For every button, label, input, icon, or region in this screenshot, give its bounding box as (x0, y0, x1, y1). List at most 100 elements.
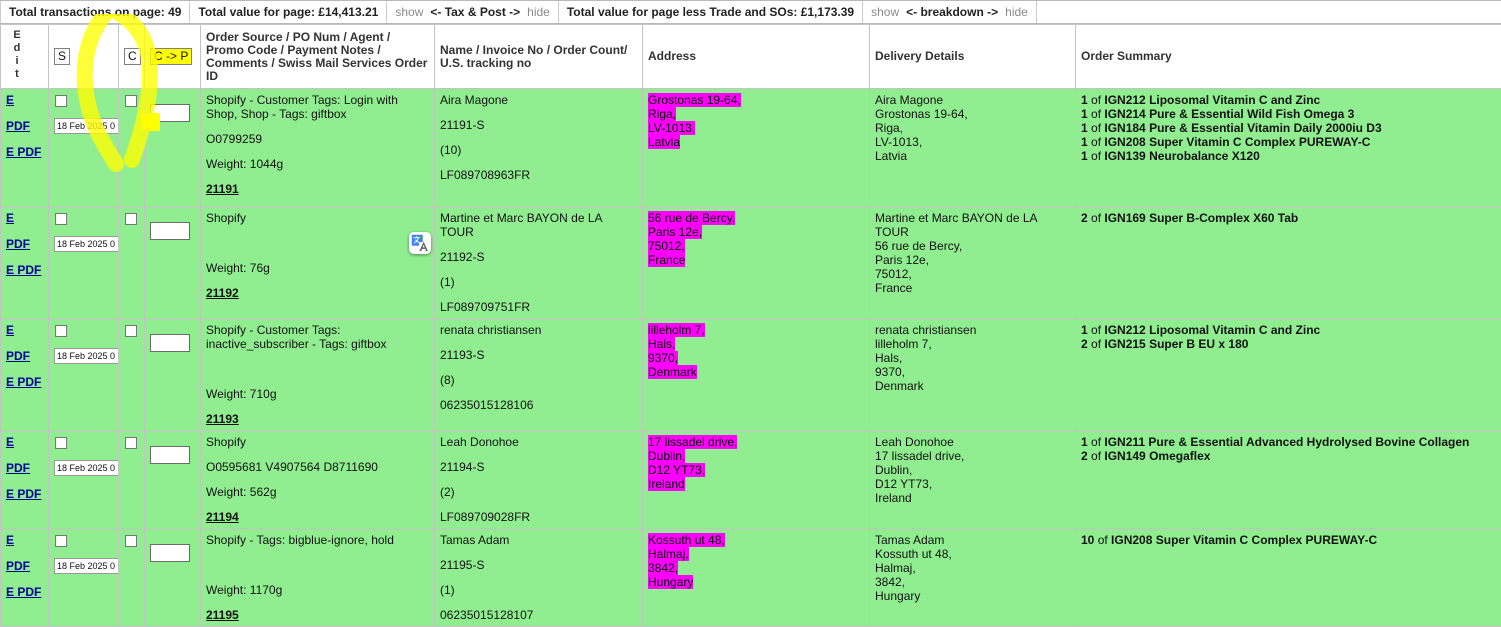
c-to-p-input[interactable] (150, 334, 190, 352)
delivery-line: 9370, (875, 365, 1070, 379)
header-order-source-label: Order Source / PO Num / Agent / Promo Co… (206, 30, 427, 83)
customer-name: renata christiansen (440, 323, 637, 337)
orders-table-head: Edit S C C -> P Order Source / PO Num / … (1, 25, 1501, 89)
order-source-invoice-link[interactable]: 21193 (206, 412, 429, 426)
tax-post-hide-link[interactable]: hide (527, 5, 550, 19)
c-to-p-input[interactable] (150, 222, 190, 240)
address-line-text: 3842, (648, 561, 678, 575)
order-source-tags: Shopify - Customer Tags: Login with Shop… (206, 93, 429, 121)
confirmed-cell (119, 319, 145, 431)
order-summary-qty: 2 (1081, 211, 1088, 225)
order-source-cell: Shopify - Tags: bigblue-ignore, hold Wei… (201, 529, 435, 627)
row-pdf-link[interactable]: PDF (6, 559, 43, 573)
address-line-text: 75012, (648, 239, 685, 253)
order-source-weight: Weight: 710g (206, 387, 429, 401)
row-edit-link[interactable]: E (6, 435, 43, 449)
order-source-invoice-link[interactable]: 21195 (206, 608, 429, 622)
shipped-date-input[interactable]: 18 Feb 2025 0 (54, 460, 124, 476)
c-to-p-input[interactable] (150, 446, 190, 464)
header-s-label[interactable]: S (54, 48, 70, 65)
status-checkbox[interactable] (55, 437, 67, 449)
order-summary-qty: 2 (1081, 449, 1088, 463)
breakdown-show-link[interactable]: show (871, 5, 899, 19)
total-value-less-trade-cell: Total value for page less Trade and SOs:… (559, 1, 863, 23)
order-source-po-num: O0799259 (206, 132, 429, 146)
address-line: 3842, (648, 561, 864, 575)
shipped-date-input[interactable]: 18 Feb 2025 0 (54, 236, 124, 252)
header-address: Address (643, 25, 870, 89)
status-checkbox[interactable] (55, 535, 67, 547)
confirmed-checkbox[interactable] (125, 437, 137, 449)
order-summary-of: of (1088, 107, 1105, 121)
order-source-po-spacer (206, 236, 429, 250)
order-summary-qty: 1 (1081, 435, 1088, 449)
total-value-label: Total value for page: £14,413.21 (198, 5, 378, 19)
row-edit-link[interactable]: E (6, 93, 43, 107)
row-pdf-link[interactable]: PDF (6, 461, 43, 475)
shipped-date-input[interactable]: 18 Feb 2025 0 (54, 348, 124, 364)
order-summary-line: 2 of IGN215 Super B EU x 180 (1081, 337, 1501, 351)
status-checkbox[interactable] (55, 213, 67, 225)
order-source-invoice-link[interactable]: 21194 (206, 510, 429, 524)
order-source-invoice-link[interactable]: 21191 (206, 182, 429, 196)
header-cp-label[interactable]: C -> P (150, 48, 192, 65)
order-summary-line: 10 of IGN208 Super Vitamin C Complex PUR… (1081, 533, 1501, 547)
address-line-text: LV-1013, (648, 121, 695, 135)
row-edit-link[interactable]: E (6, 211, 43, 225)
header-edit-label: Edit (12, 29, 22, 81)
order-source-po-spacer (206, 558, 429, 572)
row-e-pdf-link[interactable]: E PDF (6, 263, 43, 277)
row-e-pdf-link[interactable]: E PDF (6, 375, 43, 389)
order-summary-line: 2 of IGN169 Super B-Complex X60 Tab (1081, 211, 1501, 225)
c-to-p-input[interactable] (150, 104, 190, 122)
orders-table: Edit S C C -> P Order Source / PO Num / … (0, 24, 1501, 627)
confirmed-checkbox[interactable] (125, 325, 137, 337)
total-value-cell: Total value for page: £14,413.21 (190, 1, 387, 23)
status-checkbox[interactable] (55, 325, 67, 337)
row-edit-link[interactable]: E (6, 323, 43, 337)
tax-post-show-link[interactable]: show (395, 5, 423, 19)
order-source-invoice-link[interactable]: 21192 (206, 286, 429, 300)
row-edit-link[interactable]: E (6, 533, 43, 547)
order-summary-of: of (1088, 435, 1105, 449)
confirmed-checkbox[interactable] (125, 213, 137, 225)
tracking-number: 06235015128106 (440, 398, 637, 412)
row-pdf-link[interactable]: PDF (6, 237, 43, 251)
status-checkbox[interactable] (55, 95, 67, 107)
row-e-pdf-link[interactable]: E PDF (6, 585, 43, 599)
order-summary-line: 1 of IGN139 Neurobalance X120 (1081, 149, 1501, 163)
c-to-p-input[interactable] (150, 544, 190, 562)
address-line-text: Dublin, (648, 449, 685, 463)
header-cp: C -> P (145, 25, 201, 89)
row-pdf-link[interactable]: PDF (6, 119, 43, 133)
shipped-date-input[interactable]: 18 Feb 2025 0 (54, 558, 124, 574)
address-cell: 56 rue de Bercy,Paris 12e,75012,France (643, 207, 870, 319)
order-summary-qty: 10 (1081, 533, 1094, 547)
c-to-p-cell (145, 431, 201, 529)
delivery-line: Aira Magone (875, 93, 1070, 107)
confirmed-checkbox[interactable] (125, 95, 137, 107)
invoice-number: 21192-S (440, 250, 637, 264)
order-summary-line: 2 of IGN149 Omegaflex (1081, 449, 1501, 463)
delivery-line: Leah Donohoe (875, 435, 1070, 449)
shipped-date-input[interactable]: 18 Feb 2025 0 (54, 118, 124, 134)
row-e-pdf-link[interactable]: E PDF (6, 145, 43, 159)
breakdown-hide-link[interactable]: hide (1005, 5, 1028, 19)
address-block: Kossuth ut 48,Halmaj,3842,Hungary (648, 533, 864, 589)
google-translate-icon[interactable] (409, 232, 431, 254)
order-source-weight: Weight: 1044g (206, 157, 429, 171)
row-pdf-link[interactable]: PDF (6, 349, 43, 363)
order-summary-item: IGN139 Neurobalance X120 (1104, 149, 1259, 163)
header-c-label[interactable]: C (124, 48, 141, 65)
confirmed-checkbox[interactable] (125, 535, 137, 547)
row-e-pdf-link[interactable]: E PDF (6, 487, 43, 501)
